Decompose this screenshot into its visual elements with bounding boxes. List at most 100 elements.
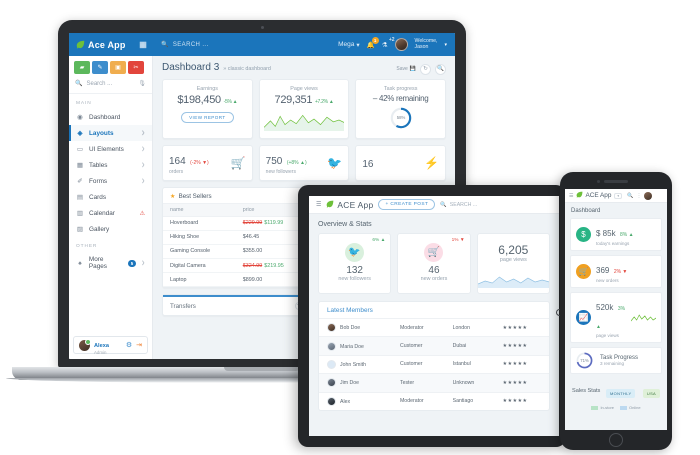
cell-city: Unknown xyxy=(444,373,495,392)
tablet-stat-pageviews: 6,205 page views xyxy=(476,233,550,294)
sidebar-search-placeholder: Search ... xyxy=(86,80,113,87)
cell-price: $46.45 xyxy=(235,230,310,245)
latest-members-card: Latest Members Bob Doe Moderator London … xyxy=(318,301,550,411)
microphone-icon[interactable]: 🎙 xyxy=(138,81,146,87)
table-row[interactable]: Hoverboard $229.99 $119.99 xyxy=(163,216,310,231)
cell-name: Laptop xyxy=(163,272,236,288)
layers-icon: ◈ xyxy=(77,130,83,137)
table-row[interactable]: Maria Doe Customer Dubai ★★★★★ xyxy=(319,336,549,356)
tools-action[interactable]: ✂ xyxy=(128,61,144,74)
leaf-icon xyxy=(326,200,334,210)
best-sellers-header: ★ Best Sellers xyxy=(163,188,310,203)
sidebar-item-cards[interactable]: ▤ Cards xyxy=(69,189,152,205)
hamburger-icon[interactable]: ☰ xyxy=(569,192,574,199)
tablet-search[interactable]: 🔍 SEARCH ... xyxy=(440,201,478,208)
welcome-user[interactable]: Welcome, Jason xyxy=(414,38,438,50)
phone-brand[interactable]: ACE App xyxy=(576,191,611,200)
save-button[interactable]: Save 💾 xyxy=(396,66,416,72)
notifications-button[interactable]: 🔔 1 xyxy=(367,36,379,49)
mini-text: 750 (+8% ▲) new followers xyxy=(266,151,307,175)
grid-menu-icon[interactable]: ▦ xyxy=(139,40,147,49)
sidebar-user[interactable]: Alexa Admin ⚙ ⇥ xyxy=(73,336,148,356)
task-subtitle: 3 remaining xyxy=(600,361,625,366)
kpi-card-task-progress: Task progress – 42% remaining 58% xyxy=(355,78,447,139)
cell-name: Hiking Shoe xyxy=(163,230,236,245)
sidebar-item-forms[interactable]: ✐ Forms ❯ xyxy=(69,173,152,189)
search-icon: 🔍 xyxy=(161,42,169,48)
cell-rating: ★★★★★ xyxy=(494,391,549,410)
kpi-title: Task progress xyxy=(383,85,418,92)
search-button[interactable]: 🔍 xyxy=(435,63,446,75)
sidebar-item-gallery[interactable]: ▨ Gallery xyxy=(69,221,152,237)
legend-item: In-store xyxy=(591,405,614,410)
cell-name: Bob Doe xyxy=(319,317,392,337)
cell-name: Alex xyxy=(319,391,392,410)
table-row[interactable]: Hiking Shoe $46.45 xyxy=(163,230,310,245)
table-row[interactable]: Bob Doe Moderator London ★★★★★ xyxy=(319,317,549,337)
kebab-menu-icon[interactable]: ⋮ xyxy=(636,192,642,199)
cell-role: Customer xyxy=(391,336,445,356)
stats-action[interactable]: ▰ xyxy=(74,61,90,74)
table-row[interactable]: Gaming Console $355.00 xyxy=(163,244,310,260)
table-row[interactable]: Jim Doe Tester Unknown ★★★★★ xyxy=(319,373,549,392)
sidebar-item-more-pages[interactable]: ♠ More Pages 5 ❯ xyxy=(69,252,152,274)
chevron-down-icon[interactable]: ▾ xyxy=(614,192,623,199)
avatar xyxy=(327,396,336,406)
brand-logo[interactable]: Ace App ▦ xyxy=(69,33,153,56)
hamburger-icon[interactable]: ☰ xyxy=(316,202,322,208)
stat-label: page views xyxy=(499,257,527,263)
laptop-navbar: Ace App ▦ 🔍 SEARCH ... Mega ▾ 🔔 1 xyxy=(69,33,455,56)
card-icon: ▤ xyxy=(76,194,84,201)
sidebar-item-layouts[interactable]: ◈ Layouts ❯ xyxy=(69,125,152,141)
tablet-brand[interactable]: ACE App xyxy=(326,200,373,210)
laptop-foot-shadow xyxy=(6,378,518,383)
search-icon[interactable]: 🔍 xyxy=(627,192,634,199)
tablet-device: ☰ ACE App + CREATE POST 🔍 SEARCH ... xyxy=(298,185,566,447)
cell-role: Customer xyxy=(391,354,445,374)
gear-icon[interactable]: ⚙ xyxy=(125,342,133,349)
sidebar-user-name: Alexa xyxy=(94,342,109,349)
messages-button[interactable]: ⚗ +2 xyxy=(382,37,395,49)
plus-icon: + xyxy=(385,202,389,207)
navbar-search[interactable]: 🔍 SEARCH ... xyxy=(153,41,338,49)
view-report-button[interactable]: VIEW REPORT xyxy=(181,111,234,123)
mega-menu-button[interactable]: Mega ▾ xyxy=(338,41,360,49)
region-tag[interactable]: USA xyxy=(642,389,660,398)
tablet-section-title: Overview & Stats xyxy=(318,221,372,228)
sidebar-item-ui-elements[interactable]: ▭ UI Elements ❯ xyxy=(69,141,152,157)
sales-tags: MONTHLY USA xyxy=(603,382,660,400)
chevron-down-icon[interactable]: ▾ xyxy=(444,41,447,48)
refresh-button[interactable]: ↻ xyxy=(420,63,431,75)
sidebar: ▰ ✎ ▣ ✂ 🔍 Search ... 🎙 MAIN ◉ xyxy=(69,56,153,359)
cell-role: Tester xyxy=(391,373,445,392)
table-row[interactable]: John Smith Customer Istanbul ★★★★★ xyxy=(319,354,549,374)
sidebar-item-calendar[interactable]: ▥ Calendar ⚠ xyxy=(69,205,152,221)
cell-city: Santiago xyxy=(444,391,495,410)
sidebar-user-role: Admin xyxy=(94,350,107,356)
cart-icon: 🛒 xyxy=(424,243,444,262)
create-post-button[interactable]: + CREATE POST xyxy=(378,199,436,210)
sidebar-search[interactable]: 🔍 Search ... 🎙 xyxy=(69,78,152,94)
edit-action[interactable]: ✎ xyxy=(92,61,108,74)
phone-sales-header: Sales Stats MONTHLY USA xyxy=(565,378,667,403)
monthly-tag[interactable]: MONTHLY xyxy=(606,389,636,398)
sidebar-item-label: Forms xyxy=(89,177,108,185)
sidebar-item-label: More Pages xyxy=(88,256,107,270)
cell-city: Istanbul xyxy=(444,354,495,374)
sidebar-item-tables[interactable]: ▦ Tables ❯ xyxy=(69,157,152,173)
cart-icon: 🛒 xyxy=(576,264,591,279)
phone-body: ☰ ACE App ▾ 🔍 ⋮ Dashboard $ xyxy=(560,172,672,450)
table-row[interactable]: Laptop $899.00 xyxy=(163,272,310,288)
kpi-title: Earnings xyxy=(196,85,218,92)
table-row[interactable]: Digital Camera $324.99 $219.95 xyxy=(163,258,310,274)
avatar[interactable] xyxy=(394,38,408,51)
page-header: Dashboard 3 » classic dashboard Save 💾 ↻… xyxy=(153,56,455,79)
table-row[interactable]: Alex Moderator Santiago ★★★★★ xyxy=(319,391,549,410)
sidebar-item-label: UI Elements xyxy=(89,145,124,153)
sidebar-item-dashboard[interactable]: ◉ Dashboard xyxy=(69,109,152,125)
brush-action[interactable]: ▣ xyxy=(110,61,126,74)
logout-icon[interactable]: ⇥ xyxy=(136,342,142,349)
avatar[interactable] xyxy=(644,191,653,200)
stat-value: 132 xyxy=(346,265,363,276)
phone-home-button[interactable] xyxy=(609,433,623,447)
